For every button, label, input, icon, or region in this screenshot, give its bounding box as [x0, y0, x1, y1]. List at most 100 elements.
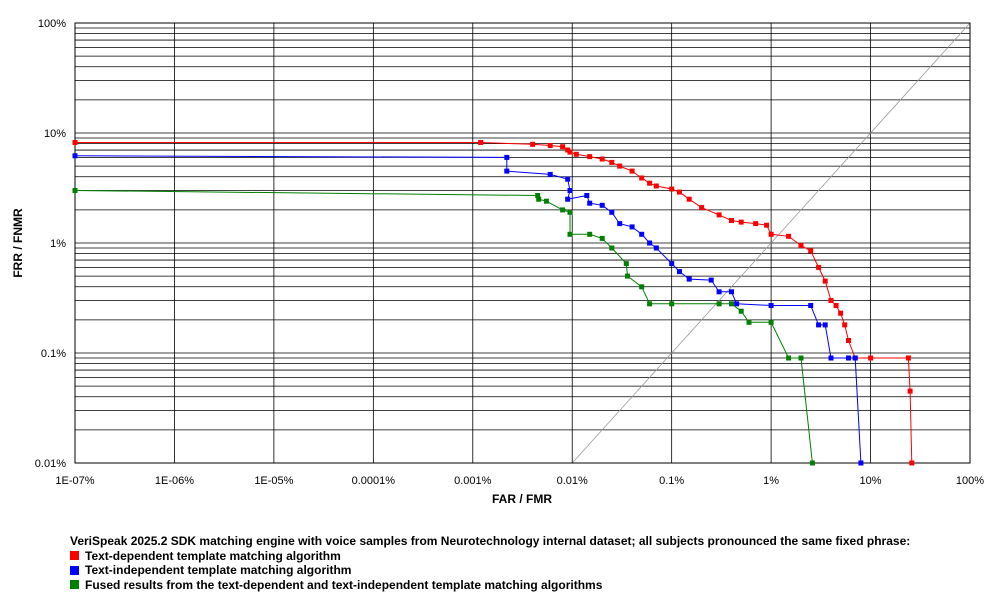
- series-2: [72, 153, 864, 466]
- data-point: [808, 248, 814, 254]
- data-point: [609, 245, 615, 251]
- data-point: [560, 207, 566, 213]
- data-point: [909, 460, 915, 466]
- equal-error-diagonal: [571, 22, 971, 464]
- legend-swatch-green: [70, 580, 79, 590]
- legend: VeriSpeak 2025.2 SDK matching engine wit…: [70, 534, 910, 592]
- x-tick-label: 1E-06%: [155, 475, 194, 487]
- series-3: [72, 188, 815, 466]
- data-point: [560, 144, 566, 150]
- data-point: [536, 196, 542, 202]
- data-point: [72, 140, 78, 145]
- data-point: [716, 289, 722, 295]
- y-tick-labels: 0.01% 0.1% 1% 10% 100%: [35, 18, 66, 470]
- data-point: [72, 188, 78, 193]
- x-tick-label: 1E-07%: [55, 475, 94, 487]
- data-point: [798, 355, 804, 361]
- x-axis-title: FAR / FMR: [492, 492, 552, 506]
- data-point: [647, 240, 653, 246]
- data-point: [852, 355, 858, 361]
- data-point: [599, 156, 605, 162]
- data-point: [573, 151, 579, 157]
- legend-swatch-blue: [70, 565, 79, 575]
- series-group: [72, 140, 915, 466]
- data-point: [587, 200, 593, 206]
- data-point: [639, 231, 645, 237]
- data-point: [530, 141, 536, 147]
- data-point: [567, 149, 573, 155]
- data-point: [808, 303, 814, 308]
- data-point: [669, 186, 675, 192]
- legend-swatch-red: [70, 551, 79, 561]
- legend-item-text-dependent: Text-dependent template matching algorit…: [70, 549, 910, 564]
- data-point: [535, 193, 541, 198]
- data-point: [669, 301, 675, 307]
- data-point: [768, 303, 774, 308]
- data-point: [734, 301, 740, 307]
- data-point: [625, 273, 630, 279]
- data-point: [738, 308, 744, 314]
- data-point: [72, 153, 78, 159]
- data-point: [647, 180, 653, 186]
- y-tick-label: 1%: [50, 238, 66, 250]
- legend-label: Fused results from the text-dependent an…: [85, 577, 603, 592]
- legend-label: Text-dependent template matching algorit…: [85, 548, 341, 563]
- y-axis-title: FRR / FNMR: [11, 208, 25, 278]
- data-point: [753, 221, 759, 227]
- data-point: [543, 198, 549, 204]
- data-point: [547, 171, 553, 177]
- data-point: [669, 261, 675, 267]
- data-point: [587, 231, 593, 237]
- data-point: [716, 212, 722, 218]
- data-point: [838, 310, 844, 316]
- chart-caption: VeriSpeak 2025.2 SDK matching engine wit…: [70, 534, 911, 548]
- data-point: [907, 388, 913, 394]
- x-tick-label: 1%: [763, 475, 779, 487]
- data-point: [786, 233, 792, 239]
- legend-item-text-independent: Text-independent template matching algor…: [70, 563, 910, 578]
- data-point: [565, 196, 571, 202]
- data-point: [729, 301, 734, 307]
- data-point: [842, 322, 848, 328]
- data-point: [584, 193, 590, 198]
- data-point: [729, 289, 734, 295]
- data-point: [617, 221, 623, 227]
- data-point: [504, 154, 510, 160]
- data-point: [547, 143, 553, 148]
- data-point: [653, 245, 659, 251]
- y-tick-label: 100%: [38, 18, 66, 30]
- x-tick-label: 0.01%: [557, 475, 588, 487]
- data-point: [629, 224, 635, 230]
- data-point: [833, 303, 839, 308]
- x-tick-label: 0.001%: [454, 475, 492, 487]
- data-point: [816, 264, 822, 270]
- data-point: [686, 196, 692, 202]
- data-point: [609, 209, 615, 215]
- data-point: [716, 301, 722, 307]
- data-point: [599, 202, 605, 208]
- data-point: [587, 154, 593, 160]
- data-point: [746, 319, 752, 325]
- data-point: [828, 355, 834, 361]
- data-point: [768, 319, 774, 325]
- data-point: [822, 278, 828, 284]
- data-point: [729, 218, 734, 223]
- data-point: [653, 183, 659, 189]
- data-point: [768, 231, 774, 237]
- data-point: [567, 188, 573, 193]
- data-point: [647, 301, 653, 307]
- data-point: [617, 163, 623, 169]
- data-point: [846, 338, 851, 343]
- data-point: [623, 261, 629, 267]
- data-point: [764, 222, 770, 228]
- data-point: [905, 355, 911, 361]
- data-point: [699, 205, 705, 211]
- legend-label: Text-independent template matching algor…: [85, 563, 352, 577]
- data-point: [822, 322, 828, 328]
- data-point: [629, 168, 635, 174]
- x-tick-label: 10%: [860, 475, 882, 487]
- data-point: [708, 277, 714, 283]
- data-point: [809, 460, 815, 466]
- data-point: [504, 168, 510, 174]
